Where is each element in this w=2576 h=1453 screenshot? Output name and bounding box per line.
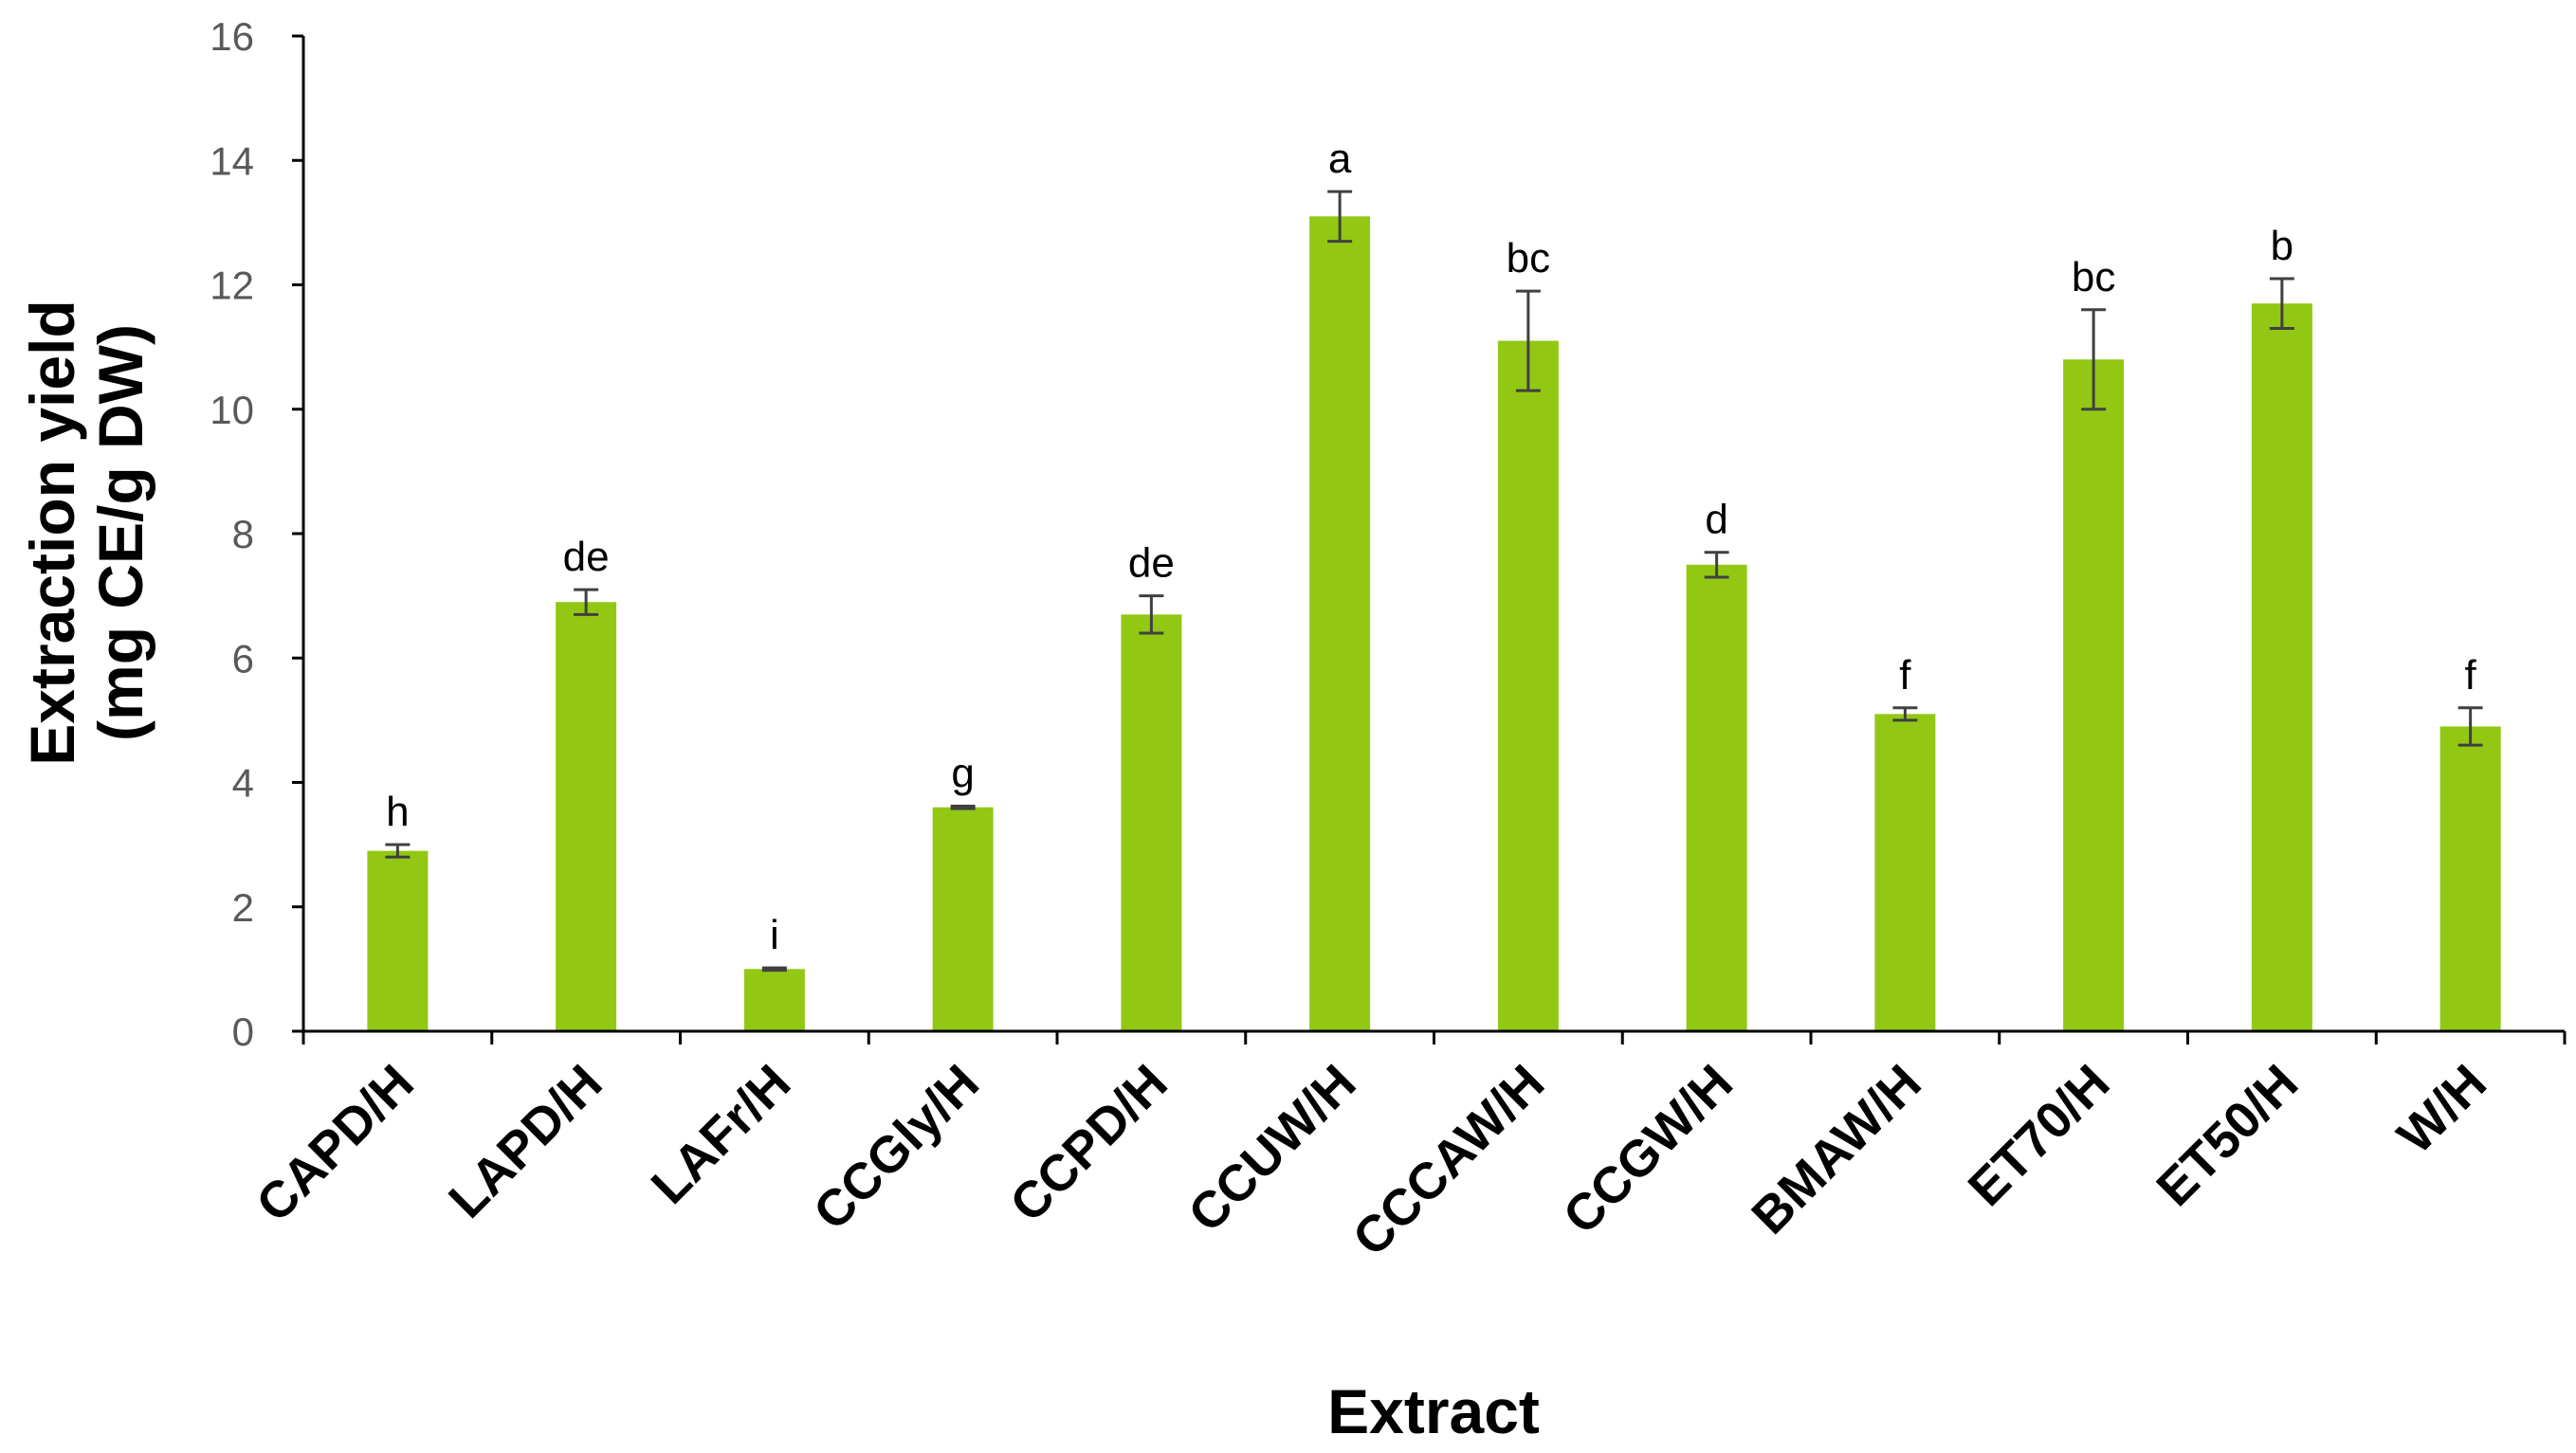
y-tick-label: 0 [232,1009,254,1054]
x-axis-title: Extract [1327,1376,1540,1446]
significance-label: bc [1507,235,1550,282]
y-tick-label: 10 [210,388,254,432]
error-bar [1327,190,1353,244]
error-bars [385,190,2483,972]
error-bar [574,588,599,616]
bar [1309,216,1371,1031]
bar [367,850,429,1031]
category-label: ET70/H [1958,1054,2121,1217]
error-bar [2081,308,2107,411]
axes [301,36,2567,1044]
bar [2251,303,2312,1031]
y-tick-label: 4 [232,761,254,806]
bar [743,969,805,1031]
error-bar [385,843,411,859]
significance-label: i [770,912,779,958]
category-label: LAPD/H [438,1054,613,1229]
error-bar [2457,706,2483,747]
significance-label: de [563,534,610,580]
bar [2439,726,2501,1031]
error-bar [1515,289,1541,392]
significance-label: de [1128,540,1175,587]
error-bar [1139,594,1164,635]
bar [1686,564,1747,1031]
y-axis-title: Extraction yield (mg CE/g DW) [17,300,155,766]
error-bar [1704,551,1729,579]
bar [1121,614,1182,1031]
y-tick-label: 12 [210,263,254,308]
error-bar [950,804,976,810]
y-axis-title-line1: Extraction yield [17,300,87,766]
category-label: W/H [2386,1054,2497,1165]
error-bar [761,966,787,972]
significance-label: a [1328,136,1352,182]
significance-label: g [951,750,974,796]
bar [556,602,617,1031]
significance-label: bc [2072,254,2115,300]
category-label: LAFr/H [641,1054,802,1215]
category-label: CCCAW/H [1343,1054,1556,1267]
significance-label: d [1705,497,1727,543]
category-label: ET50/H [2146,1054,2309,1217]
y-axis-title-line2: (mg CE/g DW) [85,324,155,741]
significance-labels: h de i g de a bc d f bc b f [386,136,2476,958]
significance-label: b [2271,223,2293,269]
significance-label: h [386,789,409,835]
error-bar [1892,706,1918,722]
category-labels: CAPD/H LAPD/H LAFr/H CCGly/H CCPD/H CCUW/HCCC… [246,1054,2497,1267]
category-label: CAPD/H [246,1054,425,1233]
bar [1874,714,1936,1031]
y-tick-label: 6 [232,636,254,681]
category-label: CCGly/H [803,1054,990,1241]
bar [2063,359,2125,1031]
category-label: CCUW/H [1178,1054,1366,1243]
significance-label: f [1899,652,1911,699]
y-tick-label: 14 [210,138,254,183]
bar [1497,340,1559,1031]
y-tick-label: 2 [232,885,254,930]
error-bar [2269,277,2294,330]
bar [932,807,994,1031]
y-tick-label: 16 [210,14,254,59]
y-tick-label: 8 [232,512,254,556]
bars [367,216,2501,1031]
significance-label: f [2465,652,2477,699]
category-label: CCPD/H [999,1054,1178,1233]
category-label: BMAW/H [1741,1054,1932,1245]
y-axis-ticks: 0 2 4 6 8 10 12 14 16 [210,14,303,1054]
category-label: CCGW/H [1553,1054,1745,1245]
